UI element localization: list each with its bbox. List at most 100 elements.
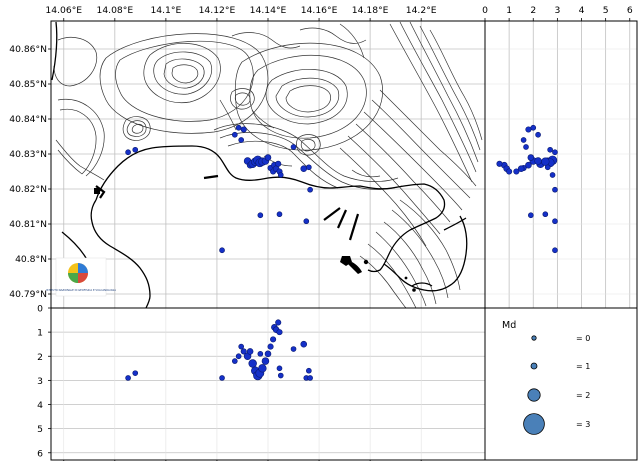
legend-marker	[531, 335, 537, 341]
map-event-marker	[307, 186, 313, 193]
side-tick-label: 0	[482, 5, 488, 16]
bottom-tick-label: 0	[37, 304, 43, 315]
map-events	[125, 124, 313, 254]
bottom-event-marker	[257, 351, 264, 357]
map-event-marker	[264, 154, 272, 161]
side-event-marker	[496, 160, 503, 167]
lon-tick-label: 14.06°E	[45, 5, 82, 16]
side-event-marker	[525, 126, 532, 133]
bottom-event-marker	[267, 343, 274, 350]
bottom-event-marker	[300, 340, 308, 348]
side-event-marker	[525, 161, 532, 169]
map-panel: ISTITUTO NAZIONALE DI GEOFISICA E VULCAN…	[9, 5, 486, 309]
logo-text: ISTITUTO NAZIONALE DI GEOFISICA E VULCAN…	[46, 288, 116, 292]
side-event-marker	[517, 165, 525, 172]
side-depth-panel: 0 1 2 3 4 5 6	[482, 5, 638, 309]
bottom-event-marker	[231, 358, 238, 364]
bottom-event-marker	[248, 359, 257, 368]
map-event-marker	[300, 165, 308, 172]
islands	[94, 188, 416, 292]
legend-label: = 1	[576, 362, 590, 371]
side-events	[496, 124, 558, 254]
bottom-event-marker	[132, 370, 139, 376]
map-event-marker	[290, 144, 297, 150]
lat-tick-label: 40.83°N	[9, 149, 47, 160]
bottom-event-marker	[261, 357, 270, 365]
bottom-tick-label: 2	[37, 352, 43, 363]
lat-tick-label: 40.8°N	[15, 254, 47, 265]
legend-label: = 0	[576, 334, 590, 343]
legend-title: Md	[502, 320, 516, 331]
lat-tick-label: 40.86°N	[9, 44, 47, 55]
side-event-marker	[552, 149, 558, 156]
bottom-event-marker	[290, 346, 297, 352]
side-tick-label: 6	[627, 5, 633, 16]
bottom-tick-label: 6	[37, 448, 43, 459]
map-event-marker	[235, 124, 242, 131]
bottom-event-marker	[276, 365, 283, 372]
side-event-marker	[541, 157, 550, 166]
side-tick-label: 5	[603, 5, 609, 16]
side-event-marker	[552, 218, 558, 225]
bottom-event-marker	[246, 348, 254, 355]
bottom-event-marker	[238, 343, 245, 350]
map-event-marker	[240, 126, 247, 133]
map-event-marker	[275, 160, 282, 167]
bottom-events	[125, 319, 313, 381]
side-event-marker	[528, 212, 534, 219]
latitude-tick-labels: 40.86°N 40.85°N 40.84°N 40.83°N 40.82°N 40.81…	[9, 44, 51, 300]
bottom-tick-label: 1	[37, 328, 43, 339]
side-tick-label: 1	[506, 5, 512, 16]
legend-marker	[527, 388, 541, 402]
map-event-marker	[277, 172, 284, 178]
bottom-event-marker	[270, 336, 277, 343]
side-tick-label: 2	[530, 5, 536, 16]
map-event-marker	[257, 212, 264, 219]
bottom-tick-label: 3	[37, 376, 43, 387]
bottom-event-marker	[277, 372, 284, 379]
bottom-event-marker	[219, 375, 225, 381]
bottom-event-marker	[307, 375, 313, 381]
lon-tick-label: 14.16°E	[301, 5, 338, 16]
lat-tick-label: 40.85°N	[9, 79, 47, 90]
lat-tick-label: 40.84°N	[9, 114, 47, 125]
map-event-marker	[306, 164, 312, 171]
map-event-marker	[276, 211, 283, 218]
map-event-marker	[238, 137, 245, 143]
side-depth-tick-labels: 0 1 2 3 4 5 6	[482, 5, 633, 21]
lon-tick-label: 14.18°E	[352, 5, 389, 16]
side-event-marker	[523, 144, 529, 150]
bottom-event-marker	[276, 329, 283, 336]
lon-tick-label: 14.1°E	[150, 5, 181, 16]
legend-label: = 2	[576, 391, 590, 400]
map-event-marker	[125, 149, 131, 156]
side-event-marker	[535, 131, 541, 138]
map-event-marker	[303, 218, 310, 225]
lon-tick-label: 14.2°E	[406, 5, 437, 16]
magnitude-legend: Md = 0 = 1 = 2 = 3	[484, 307, 638, 461]
bottom-event-marker	[264, 350, 272, 358]
bottom-event-marker	[125, 375, 131, 381]
legend-label: = 3	[576, 420, 590, 429]
side-event-marker	[552, 247, 558, 254]
lon-tick-label: 14.08°E	[96, 5, 133, 16]
bottom-event-marker	[258, 364, 267, 373]
side-event-marker	[547, 146, 553, 153]
legend-marker	[523, 413, 545, 435]
side-tick-label: 3	[554, 5, 560, 16]
bottom-event-marker	[306, 367, 312, 374]
side-event-marker	[506, 168, 513, 175]
side-event-marker	[527, 154, 535, 161]
side-event-marker	[552, 186, 558, 193]
ingv-logo: ISTITUTO NAZIONALE DI GEOFISICA E VULCAN…	[46, 257, 116, 297]
lat-tick-label: 40.82°N	[9, 184, 47, 195]
side-event-marker	[520, 137, 527, 143]
bottom-tick-label: 5	[37, 424, 43, 435]
legend-items: = 0 = 1 = 2 = 3	[523, 334, 590, 435]
bottom-depth-panel: 0 1 2 3 4 5 6	[37, 304, 486, 461]
legend-marker	[530, 362, 538, 370]
lon-tick-label: 14.12°E	[199, 5, 236, 16]
bottom-tick-label: 4	[37, 400, 43, 411]
